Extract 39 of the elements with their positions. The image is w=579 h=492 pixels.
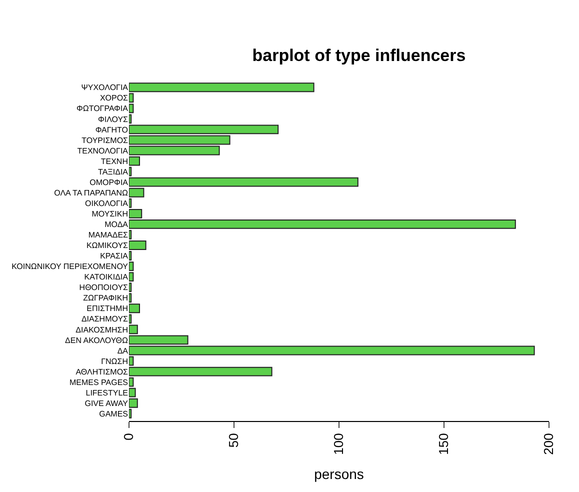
y-tick-label: ΤΕΧΝΗ: [100, 156, 128, 166]
y-tick-label: ΗΘΟΠΟΙΟΥΣ: [79, 283, 128, 292]
y-tick-label: ΤΕΧΝΟΛΟΓΙΑ: [77, 146, 129, 156]
y-tick-label: GIVE AWAY: [84, 398, 129, 408]
x-tick-label: 200: [541, 433, 556, 455]
y-tick-label: ΔΙΑΣΗΜΟΥΣ: [81, 314, 128, 324]
y-tick-label: ΚΩΜΙΚΟΥΣ: [86, 241, 128, 250]
y-tick-label: ΟΛΑ ΤΑ ΠΑΡΑΠΑΝΩ: [54, 188, 128, 198]
x-tick-label: 150: [436, 433, 452, 455]
y-tick-label: ΚΟΙΝΩΝΙΚΟΥ ΠΕΡΙΕΧΟΜΕΝΟΥ: [12, 262, 129, 272]
x-axis-title: persons: [314, 466, 364, 482]
y-tick-label: ΑΘΛΗΤΙΣΜΟΣ: [76, 367, 128, 376]
y-tick-label: ΔΙΑΚΟΣΜΗΣΗ: [76, 325, 128, 334]
y-tick-label: ΧΟΡΟΣ: [100, 94, 128, 103]
y-tick-label: ΤΑΞΙΔΙΑ: [98, 167, 129, 176]
x-tick-label: 0: [121, 433, 136, 440]
y-tick-label: ΜΟΔΑ: [104, 220, 129, 229]
y-tick-label: ΦΑΓΗΤΟ: [95, 125, 128, 134]
y-tick-label: LIFESTYLE: [86, 388, 128, 398]
y-tick-label: ΤΟΥΡΙΣΜΟΣ: [82, 136, 128, 145]
y-tick-label: GAMES: [99, 409, 128, 418]
y-tick-label: ΨΥΧΟΛΟΓΙΑ: [81, 83, 129, 92]
y-tick-label: MEMES PAGES: [69, 378, 128, 387]
y-tick-label: ΟΜΟΡΦΙΑ: [90, 178, 129, 187]
y-tick-label: ΜΑΜΑΔΕΣ: [88, 230, 128, 240]
y-tick-label: ΟΙΚΟΛΟΓΙΑ: [85, 198, 129, 208]
y-tick-label: ΚΑΤΟΙΚΙΔΙΑ: [84, 272, 129, 282]
x-tick-label: 50: [226, 433, 242, 448]
y-tick-label: ΖΩΓΡΑΦΙΚΗ: [83, 294, 128, 303]
y-tick-label: ΓΝΩΣΗ: [101, 356, 128, 366]
x-tick-label: 100: [331, 433, 346, 455]
y-tick-label: ΦΩΤΟΓΡΑΦΙΑ: [76, 104, 129, 114]
y-tick-label: ΚΡΑΣΙΑ: [100, 252, 129, 261]
chart-title: barplot of type influencers: [252, 46, 466, 66]
y-tick-label: ΕΠΙΣΤΗΜΗ: [86, 304, 128, 314]
y-tick-label: ΦΙΛΟΥΣ: [98, 114, 128, 124]
y-tick-label: ΜΟΥΣΙΚΗ: [92, 209, 128, 218]
y-tick-label: ΔΑ: [117, 346, 129, 356]
y-tick-label: ΔΕΝ ΑΚΟΛΟΥΘΩ: [65, 336, 128, 345]
